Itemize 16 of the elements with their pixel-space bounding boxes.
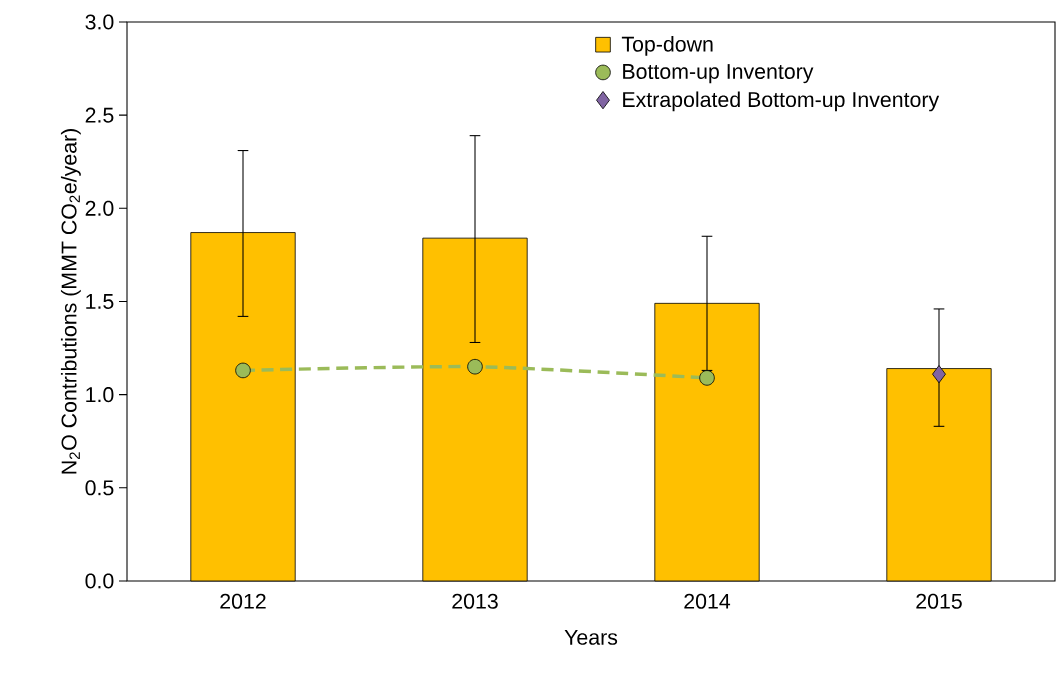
y-tick-label: 0.0 [85, 573, 114, 589]
y-tick-label: 2.5 [85, 107, 114, 123]
legend-label: Bottom-up Inventory [623, 64, 814, 84]
y-tick-label: 2.0 [85, 200, 114, 216]
y-tick-label: 1.0 [86, 387, 114, 403]
x-tick-label: 2015 [916, 593, 962, 609]
y-tick-label: 1.5 [86, 294, 114, 309]
legend-label: Top-down [621, 35, 713, 56]
x-tick-label: 2013 [452, 593, 498, 609]
legend-label: Extrapolated Bottom-up Inventory [623, 91, 940, 112]
x-axis-title: Years [564, 629, 618, 645]
x-tick-label: 2014 [684, 593, 731, 609]
x-tick-label: 2012 [220, 593, 266, 609]
y-tick-label: 0.5 [85, 480, 114, 496]
y-tick-label: 3.0 [85, 14, 114, 30]
y-axis-title: N$_{2}$O Contributions (MMT CO$_{2}$e/year) [60, 129, 81, 474]
